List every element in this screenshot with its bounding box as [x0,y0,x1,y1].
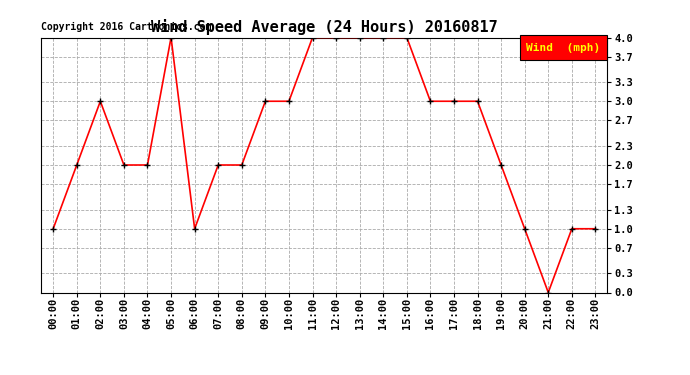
Text: Wind  (mph): Wind (mph) [526,43,600,53]
FancyBboxPatch shape [520,35,607,60]
Text: Copyright 2016 Cartronics.com: Copyright 2016 Cartronics.com [41,22,212,32]
Title: Wind Speed Average (24 Hours) 20160817: Wind Speed Average (24 Hours) 20160817 [151,19,497,35]
